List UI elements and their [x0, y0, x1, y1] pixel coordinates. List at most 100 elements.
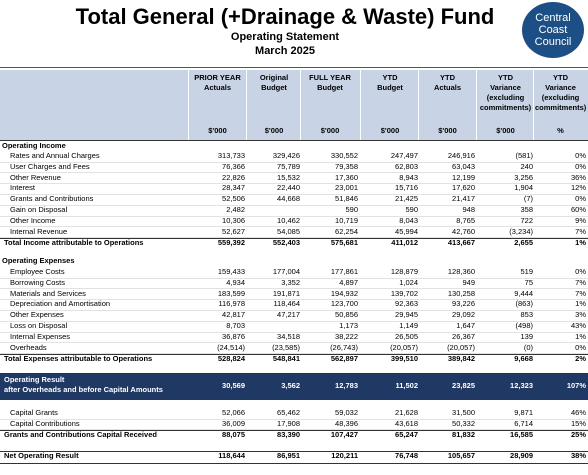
logo-line: Council — [534, 36, 572, 48]
row-label: Overheads — [10, 342, 47, 352]
cell-value: 46% — [570, 408, 586, 417]
cell-value: 575,681 — [330, 238, 358, 247]
column-header: YTD — [382, 73, 398, 82]
cell-value: 548,841 — [272, 354, 300, 363]
row-rule — [0, 238, 588, 239]
row-label: Borrowing Costs — [10, 277, 66, 287]
cell-value: 12,323 — [510, 381, 533, 390]
cell-value: 47,217 — [277, 310, 300, 320]
row-line — [0, 331, 588, 333]
cell-value: 8,765 — [456, 215, 475, 225]
cell-value: 562,897 — [330, 354, 358, 363]
row-label: Other Revenue — [10, 172, 61, 182]
cell-value: 128,360 — [447, 267, 475, 276]
column-separator — [246, 70, 247, 140]
cell-value: 28,909 — [510, 451, 533, 460]
cell-value: 120,211 — [331, 451, 358, 460]
row-label: Internal Revenue — [10, 226, 68, 236]
cell-value: 25% — [570, 430, 586, 439]
column-header: Budget — [377, 83, 403, 92]
cell-value: 0% — [575, 267, 586, 276]
column-header: YTD — [498, 73, 513, 82]
row-line — [0, 237, 588, 239]
cell-value: 4,897 — [339, 277, 358, 287]
cell-value: 23,001 — [335, 183, 358, 193]
cell-value: 519 — [520, 267, 533, 276]
cell-value: 10,306 — [222, 215, 245, 225]
cell-value: 12,199 — [452, 172, 475, 182]
column-separator — [418, 70, 419, 140]
cell-value: 7% — [575, 226, 586, 236]
column-separator — [476, 70, 477, 140]
cell-value: 60% — [570, 205, 586, 214]
column-header: YTD — [553, 73, 568, 82]
column-separator — [360, 70, 361, 140]
column-header: Variance — [545, 83, 576, 92]
row-line — [0, 299, 588, 301]
cell-value: 1,173 — [339, 321, 358, 330]
cell-value: 130,258 — [447, 288, 475, 298]
column-separator — [533, 70, 534, 140]
cell-value: 105,657 — [447, 451, 475, 460]
column-header: FULL YEAR — [309, 73, 351, 82]
cell-value: 1,024 — [399, 277, 418, 287]
cell-value: 36,876 — [222, 331, 245, 341]
row-line — [0, 193, 588, 195]
cell-value: (26,743) — [330, 342, 358, 352]
cell-value: 139,702 — [390, 288, 418, 298]
column-unit: $'000 — [208, 126, 227, 135]
cell-value: 590 — [405, 205, 418, 214]
cell-value: 43,618 — [395, 418, 418, 428]
logo-text: Central Coast Council — [522, 12, 584, 48]
cell-value: 0% — [575, 342, 586, 352]
row-line — [0, 288, 588, 290]
cell-value: 240 — [520, 161, 533, 171]
cell-value: 9% — [575, 215, 586, 225]
cell-value: 23,825 — [452, 381, 475, 390]
row-label: Grants and Contributions — [10, 194, 94, 204]
row-label: Total Expenses attributable to Operation… — [4, 354, 153, 363]
cell-value: 30,569 — [222, 381, 245, 390]
cell-value: 12,783 — [335, 381, 358, 390]
row-label: Materials and Services — [10, 288, 86, 298]
cell-value: (3,234) — [509, 226, 533, 236]
column-unit: $'000 — [380, 126, 400, 135]
cell-value: 54,085 — [277, 226, 300, 236]
cell-value: 59,032 — [335, 408, 358, 417]
cell-value: 358 — [520, 205, 533, 214]
cell-value: 0% — [575, 151, 586, 160]
cell-value: 21,417 — [452, 194, 475, 204]
row-line — [0, 277, 588, 279]
row-label: Other Expenses — [10, 310, 64, 320]
row-label: Operating Result — [4, 375, 65, 384]
column-separator — [300, 70, 301, 140]
cell-value: 191,871 — [272, 288, 300, 298]
cell-value: 10,462 — [277, 215, 300, 225]
cell-value: 51,846 — [335, 194, 358, 204]
cell-value: 26,505 — [395, 331, 418, 341]
logo-line: Coast — [538, 24, 568, 36]
row-line — [0, 353, 588, 355]
cell-value: (498) — [515, 321, 533, 330]
cell-value: 116,978 — [218, 299, 245, 309]
cell-value: 8,043 — [399, 215, 418, 225]
row-label: Internal Expenses — [10, 331, 71, 341]
column-unit: $'000 — [320, 126, 340, 135]
cell-value: 411,012 — [391, 238, 418, 247]
cell-value: 42,817 — [222, 310, 245, 320]
cell-value: 48,396 — [335, 418, 358, 428]
row-line — [0, 226, 588, 228]
cell-value: 50,332 — [452, 418, 475, 428]
cell-value: 15,532 — [277, 172, 300, 182]
cell-value: (20,057) — [447, 342, 475, 352]
cell-value: 93,226 — [452, 299, 475, 309]
column-header: PRIOR YEAR — [194, 73, 241, 82]
cell-value: (24,514) — [217, 342, 245, 352]
cell-value: 8,703 — [226, 321, 245, 330]
column-header: Original — [259, 73, 289, 82]
cell-value: (581) — [515, 151, 533, 160]
cell-value: 3,562 — [281, 381, 300, 390]
cell-value: 22,440 — [277, 183, 300, 193]
row-line — [0, 320, 588, 322]
cell-value: 118,644 — [218, 451, 245, 460]
